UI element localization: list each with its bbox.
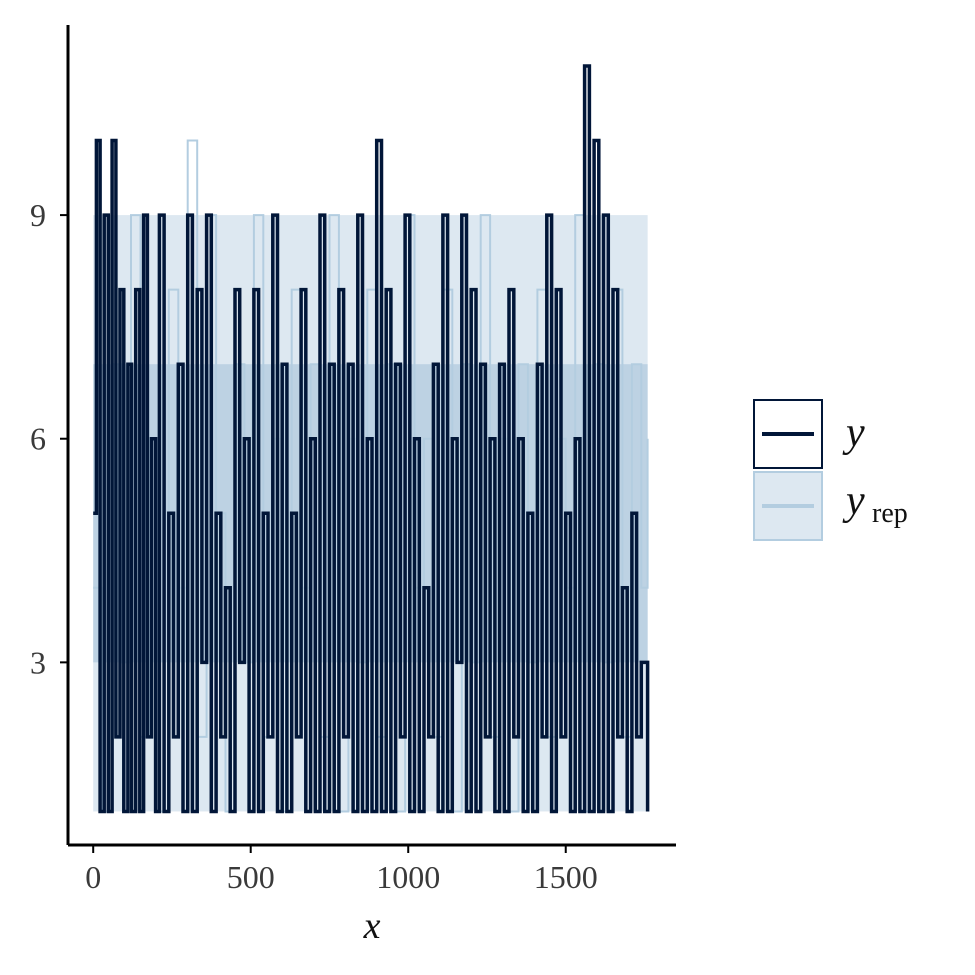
y-tick-label: 9 [30,197,46,233]
x-tick-label: 500 [227,859,275,895]
legend: yy rep [753,399,908,541]
legend-label-yrep-subscript: rep [872,498,908,529]
y-ticks: 3 6 9 [30,197,68,680]
x-tick-label: 0 [85,859,101,895]
y-tick-label: 6 [30,421,46,457]
x-tick-label: 1000 [376,859,440,895]
series-y-line [93,64,650,814]
x-axis-title: x [363,905,381,947]
plot-area [93,64,650,814]
legend-label-yrep: y [842,478,865,524]
y-tick-label: 3 [30,644,46,680]
legend-label-y: y [842,410,865,456]
x-ticks: 0 500 1000 1500 [85,845,598,895]
x-tick-label: 1500 [534,859,598,895]
axes [66,25,676,847]
